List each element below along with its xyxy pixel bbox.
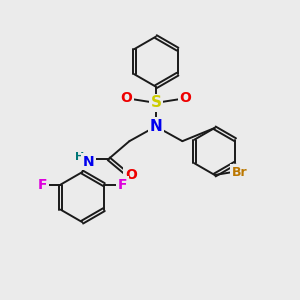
Text: F: F (38, 178, 47, 192)
Text: H: H (75, 152, 84, 162)
Text: F: F (118, 178, 127, 192)
Text: S: S (150, 95, 161, 110)
Text: N: N (82, 155, 94, 169)
Text: N: N (149, 119, 162, 134)
Text: Br: Br (232, 166, 248, 178)
Text: O: O (179, 92, 191, 106)
Text: O: O (121, 92, 132, 106)
Text: O: O (125, 168, 137, 182)
